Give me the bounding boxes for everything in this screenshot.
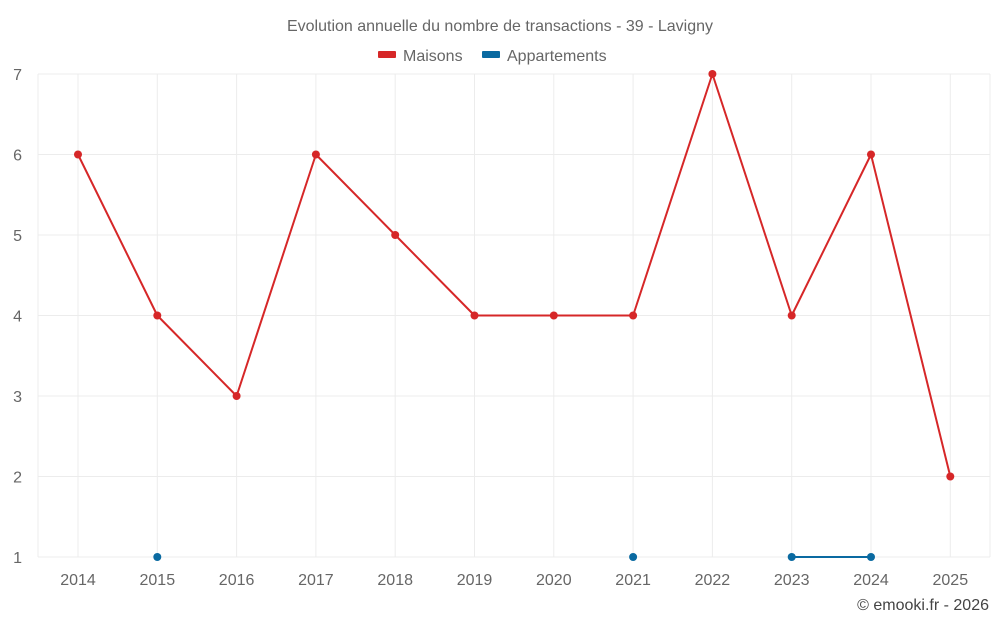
- point-maisons-2015[interactable]: [153, 311, 162, 320]
- series-line-maisons: [77, 73, 952, 477]
- point-maisons-2024[interactable]: [867, 150, 875, 159]
- series-layer: [74, 70, 955, 561]
- x-tick-2020: 2020: [536, 572, 572, 589]
- x-tick-2021: 2021: [615, 572, 651, 589]
- x-tick-2016: 2016: [219, 572, 255, 589]
- point-maisons-2020[interactable]: [549, 311, 558, 320]
- point-maisons-2022[interactable]: [708, 70, 717, 78]
- x-tick-2014: 2014: [60, 572, 96, 589]
- legend-label-maisons: Maisons: [403, 48, 463, 65]
- x-tick-2019: 2019: [457, 572, 493, 589]
- point-maisons-2023[interactable]: [787, 311, 796, 320]
- x-tick-2025: 2025: [933, 572, 969, 589]
- x-tick-2018: 2018: [377, 572, 413, 589]
- y-tick-2: 2: [13, 470, 22, 487]
- x-tick-2017: 2017: [298, 572, 334, 589]
- credit-text: © emooki.fr - 2026: [857, 597, 989, 614]
- point-maisons-2017[interactable]: [311, 150, 320, 159]
- series-maisons: [74, 70, 955, 481]
- legend-item-appartements[interactable]: Appartements: [482, 48, 607, 65]
- y-tick-3: 3: [13, 389, 22, 406]
- x-tick-2024: 2024: [853, 572, 889, 589]
- x-tick-2015: 2015: [140, 572, 176, 589]
- point-maisons-2021[interactable]: [629, 311, 638, 320]
- y-axis-tick-labels: 1 2 3 4 5 6 7: [13, 67, 22, 567]
- point-maisons-2018[interactable]: [391, 231, 400, 239]
- legend-item-maisons[interactable]: Maisons: [378, 48, 463, 65]
- series-appartements: [153, 553, 875, 561]
- y-tick-5: 5: [13, 228, 22, 245]
- point-maisons-2016[interactable]: [232, 392, 241, 400]
- point-appartements-2024[interactable]: [867, 553, 875, 561]
- legend-label-appartements: Appartements: [507, 48, 607, 65]
- x-tick-2022: 2022: [695, 572, 731, 589]
- y-tick-4: 4: [13, 309, 22, 326]
- x-tick-2023: 2023: [774, 572, 810, 589]
- point-appartements-2021[interactable]: [629, 553, 638, 561]
- y-tick-7: 7: [13, 67, 22, 84]
- point-appartements-2015[interactable]: [153, 553, 162, 561]
- y-tick-1: 1: [13, 550, 22, 567]
- point-appartements-2023[interactable]: [787, 553, 796, 561]
- point-maisons-2019[interactable]: [470, 311, 479, 320]
- legend: Maisons Appartements: [378, 48, 607, 65]
- legend-swatch-maisons: [378, 51, 396, 58]
- y-tick-6: 6: [13, 148, 22, 165]
- point-maisons-2025[interactable]: [946, 472, 955, 481]
- x-axis-tick-labels: 2014 2015 2016 2017 2018 2019 2020 2021 2022 2023…: [60, 572, 968, 589]
- chart-title: Evolution annuelle du nombre de transact…: [287, 18, 713, 35]
- point-maisons-2014[interactable]: [74, 150, 82, 159]
- legend-swatch-appartements: [482, 51, 500, 58]
